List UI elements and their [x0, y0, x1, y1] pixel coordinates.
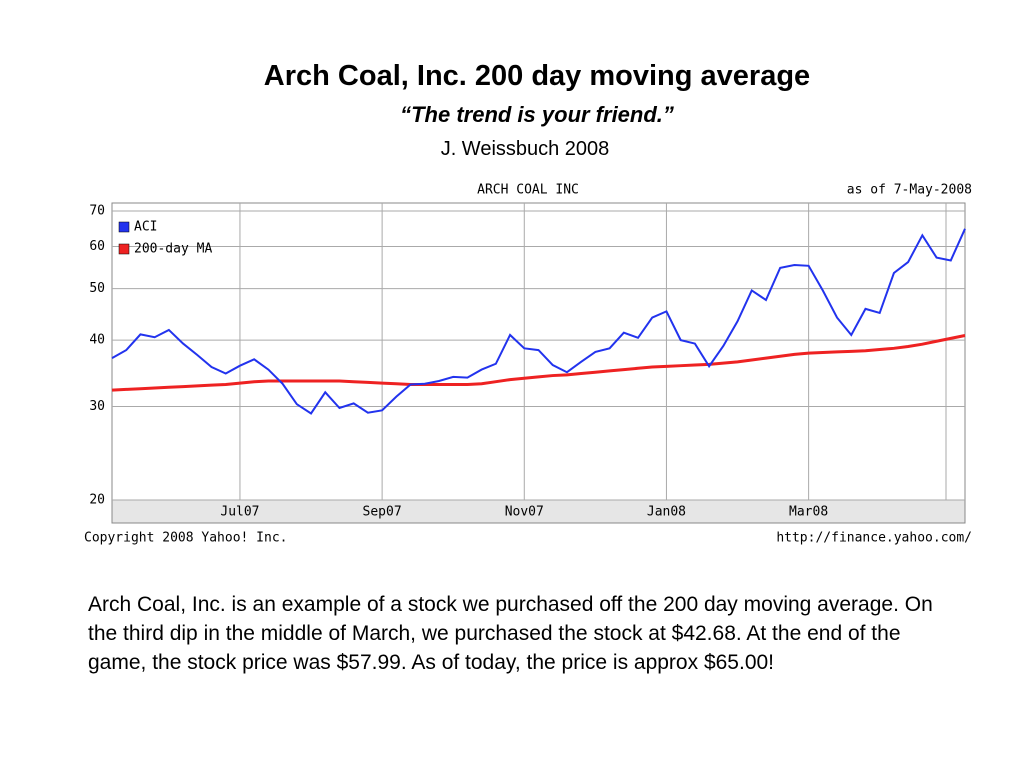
footer-right: http://finance.yahoo.com/ [776, 531, 972, 546]
chart-annotation: as of 7-May-2008 [847, 183, 972, 198]
legend-label: 200-day MA [134, 242, 212, 257]
body-text: Arch Coal, Inc. is an example of a stock… [88, 593, 933, 674]
plot-frame [111, 202, 966, 524]
slide-subtitle: “The trend is your friend.” [400, 102, 674, 127]
x-tick-label: Sep07 [363, 505, 402, 520]
y-tick-label: 70 [89, 204, 105, 219]
chart: ARCH COAL INC as of 7-May-2008 Copyright… [84, 183, 972, 546]
y-tick-label: 20 [89, 493, 105, 508]
y-tick-label: 30 [89, 399, 105, 414]
x-tick-label: Nov07 [505, 505, 544, 520]
slide-author: J. Weissbuch 2008 [440, 138, 610, 160]
footer-left: Copyright 2008 Yahoo! Inc. [84, 531, 288, 546]
x-tick-label: Mar08 [789, 505, 828, 520]
x-tick-label: Jan08 [647, 505, 686, 520]
series-line [111, 228, 966, 415]
legend-swatch [118, 221, 130, 233]
series-line [111, 334, 966, 392]
y-tick-label: 60 [89, 239, 105, 254]
x-tick-label: Jul07 [220, 505, 259, 520]
legend-label: ACI [134, 220, 157, 235]
y-tick-label: 50 [89, 281, 105, 296]
legend-swatch [118, 243, 130, 255]
chart-title: ARCH COAL INC [477, 183, 579, 198]
y-tick-label: 40 [89, 333, 105, 348]
slide-title: Arch Coal, Inc. 200 day moving average [263, 60, 811, 92]
